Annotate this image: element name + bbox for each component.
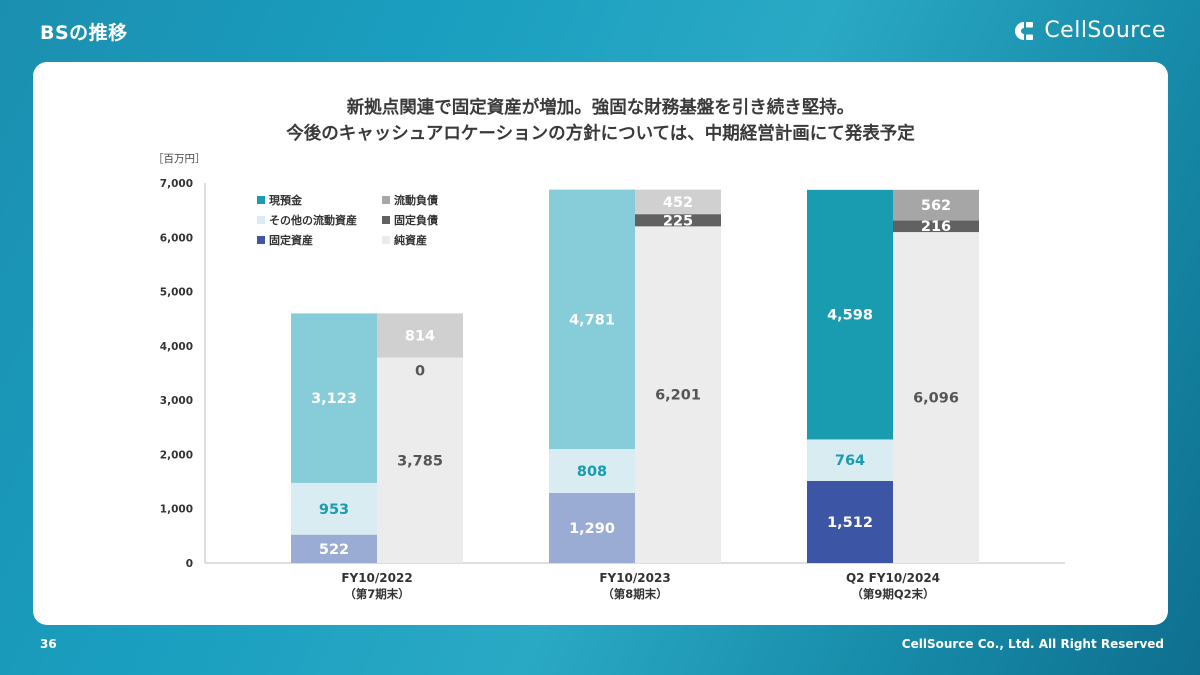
x-category-label: FY10/2023	[599, 571, 670, 585]
y-tick-label: 7,000	[160, 178, 193, 190]
bar-segment-fixed-liabilities	[635, 214, 721, 227]
y-tick-label: 3,000	[160, 395, 193, 407]
legend-label-net_assets: 純資産	[394, 233, 427, 247]
copyright: CellSource Co., Ltd. All Right Reserved	[901, 637, 1164, 651]
legend-swatch-net_assets	[382, 236, 390, 244]
x-category-sublabel: （第7期末）	[344, 587, 410, 601]
data-label-fixed-liabilities: 216	[921, 219, 951, 235]
data-label-fixed-liabilities: 0	[415, 364, 425, 380]
x-category-sublabel: （第8期末）	[602, 587, 668, 601]
legend-swatch-fixed	[257, 236, 265, 244]
y-tick-label: 0	[186, 558, 193, 570]
data-label-net-assets: 3,785	[397, 453, 443, 469]
bar-segment-cash	[291, 313, 377, 483]
data-label-fixed-assets: 522	[319, 542, 349, 558]
legend-swatch-current_liab	[382, 196, 390, 204]
headline-line-1: 新拠点関連で固定資産が増加。強固な財務基盤を引き続き堅持。	[346, 98, 855, 118]
bar-segment-current-liabilities	[377, 313, 463, 358]
bar-segment-cash	[549, 189, 635, 450]
data-label-current-liabilities: 814	[405, 328, 435, 344]
legend-label-cash: 現預金	[269, 193, 303, 207]
y-tick-label: 1,000	[160, 504, 193, 516]
bar-segment-other-current-assets	[807, 439, 893, 481]
bar-segment-other-current-assets	[291, 482, 377, 535]
bar-segment-cash	[807, 189, 893, 440]
legend-label-fixed_liab: 固定負債	[394, 213, 438, 227]
x-category-sublabel: （第9期Q2末）	[851, 587, 934, 601]
page-number: 36	[40, 637, 57, 651]
data-label-current-liabilities: 562	[921, 198, 951, 214]
logo-text: CellSource	[1044, 18, 1166, 43]
cellsource-logo-icon	[1015, 21, 1034, 40]
y-tick-label: 5,000	[160, 287, 193, 299]
y-tick-label: 6,000	[160, 232, 193, 244]
bar-segment-fixed-assets	[549, 492, 635, 563]
page-title: BSの推移	[40, 22, 128, 44]
x-category-label: Q2 FY10/2024	[846, 571, 940, 585]
legend-swatch-other_current	[257, 216, 265, 224]
bar-segment-net-assets	[893, 232, 979, 563]
bar-segment-current-liabilities	[893, 189, 979, 221]
bar-segment-net-assets	[377, 357, 463, 563]
bar-segment-net-assets	[635, 226, 721, 564]
headline-line-2: 今後のキャッシュアロケーションの方針については、中期経営計画にて発表予定	[286, 124, 915, 144]
brand-logo: CellSource	[1012, 18, 1166, 43]
data-label-fixed-liabilities: 225	[663, 213, 693, 229]
legend-swatch-fixed_liab	[382, 216, 390, 224]
bar-segment-current-liabilities	[635, 189, 721, 215]
bar-segment-fixed-liabilities	[893, 220, 979, 233]
x-category-label: FY10/2022	[341, 571, 412, 585]
content-card: 新拠点関連で固定資産が増加。強固な財務基盤を引き続き堅持。 今後のキャッシュアロ…	[33, 62, 1168, 625]
legend-swatch-cash	[257, 196, 265, 204]
bar-segment-fixed-assets	[807, 480, 893, 563]
y-axis-unit-label: ［百万円］	[153, 153, 206, 165]
data-label-cash: 4,598	[827, 308, 873, 324]
bar-segment-other-current-assets	[549, 449, 635, 493]
legend-label-other_current: その他の流動資産	[269, 213, 357, 227]
data-label-net-assets: 6,201	[655, 388, 701, 404]
data-label-fixed-assets: 1,512	[827, 515, 873, 531]
data-label-cash: 4,781	[569, 312, 615, 328]
data-label-other-current-assets: 953	[319, 502, 349, 518]
legend-label-current_liab: 流動負債	[394, 193, 438, 207]
bs-stacked-bar-chart: ［百万円］ 0 1,000 2,000 3,000 4,000 5,000 6,000 7,00…	[153, 153, 1065, 601]
data-label-other-current-assets: 764	[835, 453, 865, 469]
data-label-current-liabilities: 452	[663, 195, 693, 211]
bar-segment-fixed-assets	[291, 534, 377, 563]
data-label-net-assets: 6,096	[913, 391, 959, 407]
y-tick-label: 2,000	[160, 449, 193, 461]
data-label-other-current-assets: 808	[577, 464, 607, 480]
data-label-fixed-assets: 1,290	[569, 521, 615, 537]
data-label-cash: 3,123	[311, 391, 357, 407]
y-tick-label: 4,000	[160, 341, 193, 353]
legend-label-fixed: 固定資産	[269, 233, 313, 247]
